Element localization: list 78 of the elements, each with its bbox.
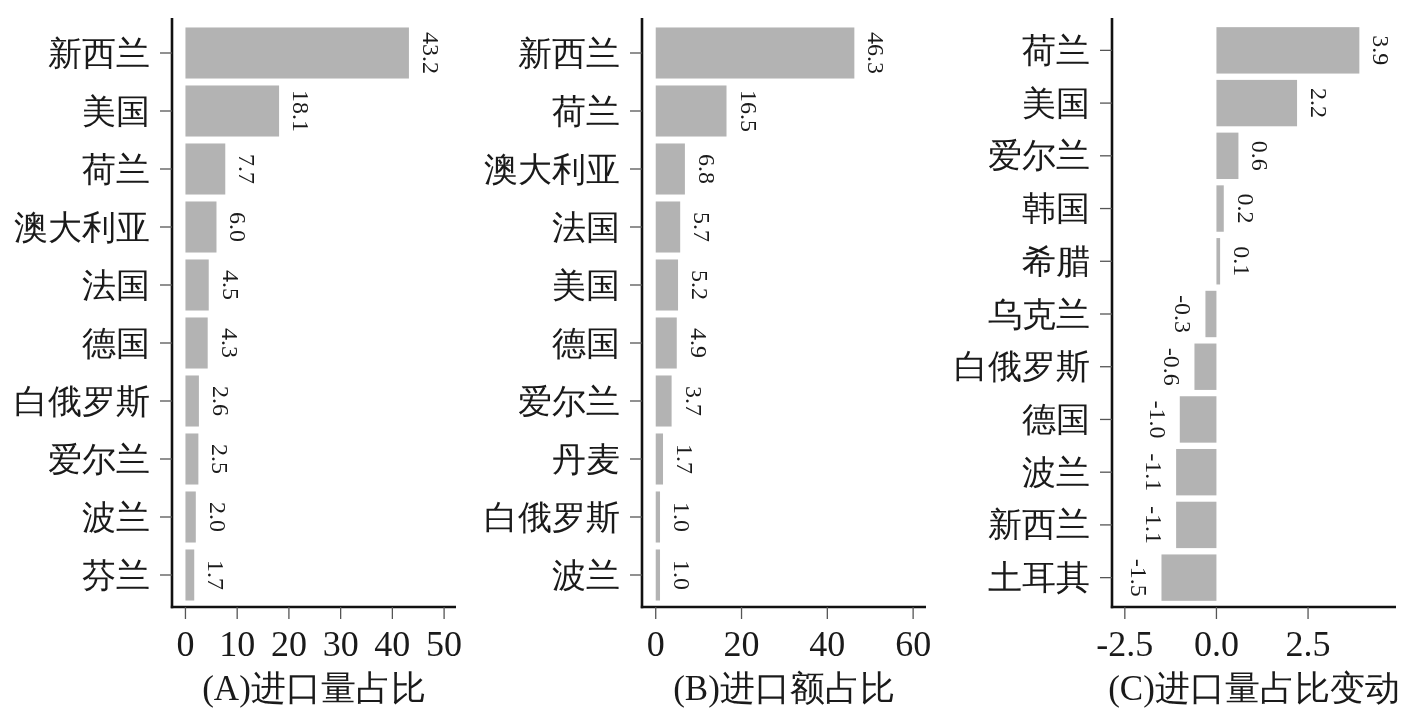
category-label: 荷兰: [552, 92, 620, 130]
axis-title: (C)进口量占比变动: [1108, 669, 1400, 708]
category-label: 波兰: [1022, 453, 1090, 491]
tick-label: 2.5: [1285, 624, 1331, 664]
value-label: 0.2: [1232, 193, 1259, 224]
category-label: 芬兰: [82, 556, 150, 594]
tick-label: 0: [646, 624, 665, 664]
value-label: -0.6: [1159, 347, 1186, 386]
category-label: 波兰: [552, 556, 620, 594]
value-label: -1.5: [1126, 558, 1153, 597]
category-label: 白俄罗斯: [954, 348, 1090, 386]
value-label: 5.2: [687, 270, 714, 300]
tick-label: 10: [219, 624, 256, 664]
tick-label: 0: [176, 624, 195, 664]
category-label: 爱尔兰: [518, 382, 620, 420]
value-label: 0.1: [1229, 246, 1256, 277]
category-label: 德国: [82, 324, 150, 362]
category-label: 土耳其: [988, 559, 1090, 597]
value-label: 5.7: [689, 212, 716, 242]
category-label: 乌克兰: [988, 295, 1090, 333]
value-label: -1.1: [1141, 453, 1168, 492]
category-label: 美国: [1022, 84, 1090, 122]
category-label: 澳大利亚: [14, 208, 150, 246]
value-label: 4.9: [685, 328, 712, 358]
value-label: 4.5: [217, 270, 244, 300]
value-label: 4.3: [216, 328, 243, 358]
category-label: 美国: [552, 266, 620, 304]
tick-label: -2.5: [1096, 624, 1154, 664]
category-label: 荷兰: [1022, 31, 1090, 69]
value-label: 1.7: [672, 444, 698, 474]
tick-label: 30: [322, 624, 359, 664]
category-label: 法国: [552, 208, 620, 246]
category-label: 荷兰: [82, 150, 150, 188]
value-label: 2.2: [1306, 88, 1333, 119]
value-label: 6.8: [693, 154, 720, 184]
tick-label: 50: [426, 624, 463, 664]
category-label: 新西兰: [48, 34, 150, 72]
value-label: 7.7: [234, 154, 261, 184]
value-label: 3.9: [1368, 35, 1395, 66]
tick-label: 20: [270, 624, 307, 664]
category-label: 德国: [1022, 400, 1090, 438]
category-label: 爱尔兰: [988, 137, 1090, 175]
value-label: 3.7: [680, 386, 707, 416]
value-label: 46.3: [863, 32, 890, 74]
value-label: -1.0: [1144, 400, 1171, 439]
tick-label: 20: [723, 624, 760, 664]
category-label: 波兰: [82, 498, 150, 536]
tick-label: 0.0: [1193, 624, 1239, 664]
value-label: 1.0: [669, 502, 695, 532]
value-label: 2.5: [207, 444, 234, 474]
value-label: 2.6: [207, 386, 234, 416]
value-label: 2.0: [204, 502, 231, 532]
tick-label: 40: [809, 624, 846, 664]
category-label: 爱尔兰: [48, 440, 150, 478]
category-label: 白俄罗斯: [484, 498, 620, 536]
category-label: 新西兰: [988, 506, 1090, 544]
category-label: 白俄罗斯: [14, 382, 150, 420]
value-label: 18.1: [288, 90, 315, 132]
value-label: 6.0: [225, 212, 252, 242]
category-label: 韩国: [1022, 190, 1090, 228]
category-label: 丹麦: [552, 440, 620, 478]
tick-label: 40: [374, 624, 411, 664]
value-label: 16.5: [735, 90, 762, 132]
value-label: -1.1: [1141, 505, 1168, 544]
value-label: -0.3: [1170, 295, 1197, 333]
category-label: 澳大利亚: [484, 150, 620, 188]
value-label: 0.6: [1247, 140, 1274, 171]
value-label: 43.2: [417, 32, 444, 74]
category-label: 新西兰: [518, 34, 620, 72]
axis-title: (A)进口量占比: [202, 669, 426, 708]
tick-label: 60: [895, 624, 932, 664]
value-label: 1.7: [203, 560, 230, 590]
category-label: 德国: [552, 324, 620, 362]
value-label: 1.0: [669, 560, 695, 590]
category-label: 美国: [82, 92, 150, 130]
category-label: 希腊: [1022, 242, 1090, 280]
axis-title: (B)进口额占比: [673, 669, 895, 708]
category-label: 法国: [82, 266, 150, 304]
